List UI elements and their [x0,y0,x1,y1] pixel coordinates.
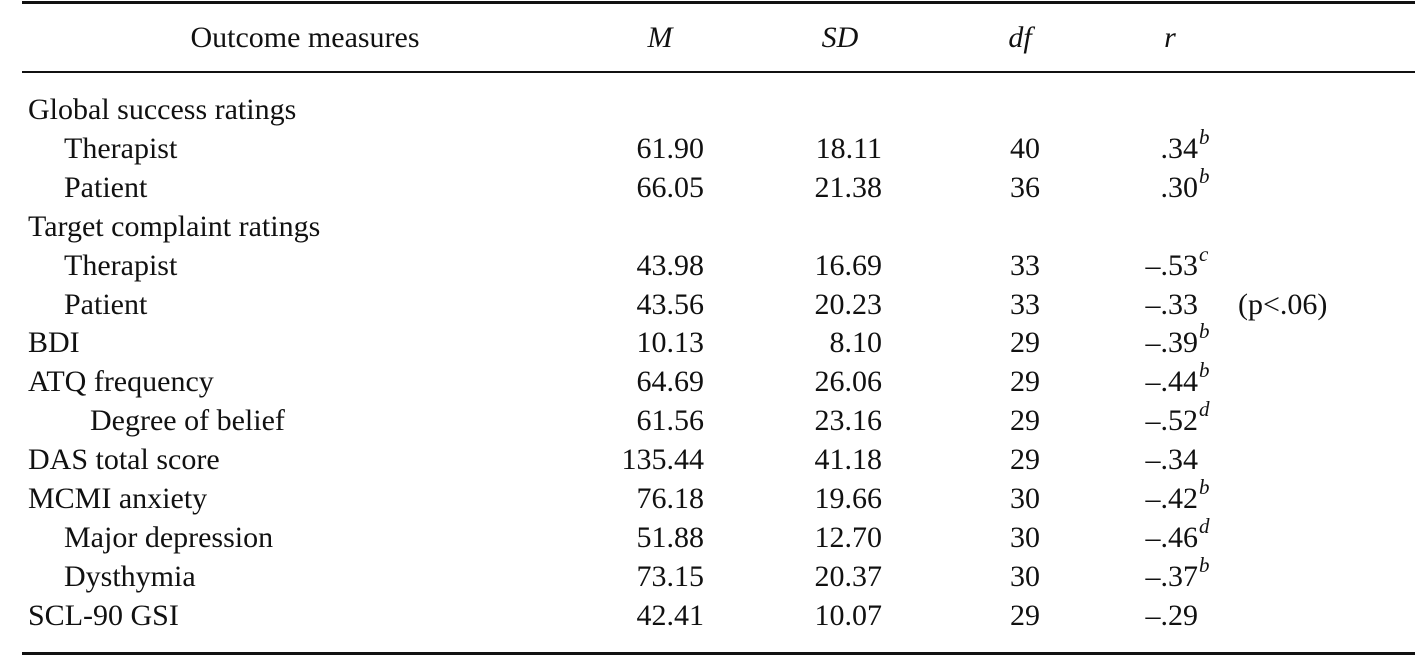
cell-r: –.52 [1145,404,1199,438]
cell-df: 33 [1010,248,1040,282]
cell-sd: 10.07 [814,598,883,632]
cell-m: 51.88 [636,520,705,554]
cell-sd: 21.38 [814,170,883,204]
cell-r: –.37 [1145,559,1199,593]
row-label: MCMI anxiety [28,482,208,515]
row-label: Patient [64,287,148,321]
cell-df: 29 [1010,365,1040,399]
cell-r-superscript: b [1199,124,1210,149]
cell-df: 29 [1010,598,1040,632]
cell-sd: 23.16 [814,404,883,438]
cell-r: –.53 [1145,248,1199,282]
cell-r: –.33 [1145,287,1199,321]
cell-m: 61.56 [636,404,705,438]
cell-sd: 26.06 [814,365,883,399]
cell-sd: 41.18 [814,443,883,477]
cell-r-superscript: b [1199,475,1210,499]
cell-r: –.42 [1145,482,1199,515]
row-label: SCL-90 GSI [28,598,179,632]
cell-df: 29 [1010,443,1040,477]
row-label: Therapist [64,131,178,165]
row-label: Dysthymia [64,559,196,593]
cell-m: 135.44 [621,443,705,477]
cell-df: 30 [1010,559,1040,593]
cell-m: 76.18 [636,482,705,515]
cell-r: –.29 [1145,598,1199,632]
cell-r: –.44 [1145,365,1199,399]
cell-r-superscript: b [1199,552,1210,577]
cell-r: .34 [1160,131,1199,165]
row-label: Target complaint ratings [28,209,321,243]
header-rule [22,71,1415,73]
cell-note: (p<.06) [1238,287,1328,321]
cell-sd: 19.66 [814,482,883,515]
row-label: Patient [64,170,148,204]
column-header: r [1164,21,1176,54]
row-label: ATQ frequency [28,365,214,399]
cell-m: 61.90 [636,131,705,165]
column-header: df [1008,21,1032,54]
cell-sd: 20.23 [814,287,883,321]
bottom-rule [22,652,1415,655]
cell-m: 42.41 [636,598,705,632]
cell-sd: 18.11 [815,131,882,165]
row-label: Global success ratings [28,93,297,126]
row-label: BDI [28,326,80,360]
cell-r-superscript: b [1199,163,1210,188]
cell-m: 43.98 [636,248,705,282]
cell-sd: 20.37 [814,559,883,593]
row-label: Major depression [64,520,274,554]
cell-df: 29 [1010,326,1040,360]
cell-df: 33 [1010,287,1040,321]
cell-r: –.46 [1145,520,1199,554]
cell-r-superscript: d [1199,397,1210,422]
cell-r: –.39 [1145,326,1199,360]
cell-r: –.34 [1145,443,1199,477]
cell-m: 64.69 [636,365,705,399]
cell-sd: 8.10 [829,326,883,360]
cell-m: 43.56 [636,287,705,321]
cell-df: 40 [1010,131,1040,165]
row-label: DAS total score [28,443,220,477]
row-label: Degree of belief [90,404,285,438]
cell-sd: 16.69 [814,248,883,282]
cell-r-superscript: b [1199,358,1210,383]
cell-r-superscript: b [1199,319,1210,344]
column-header: M [647,21,673,54]
column-header: Outcome measures [190,21,420,54]
cell-sd: 12.70 [814,520,883,554]
cell-m: 73.15 [636,559,705,593]
cell-df: 30 [1010,482,1040,515]
column-header: SD [821,21,859,54]
cell-df: 30 [1010,520,1040,554]
cell-m: 10.13 [636,326,705,360]
row-label: Therapist [64,248,178,282]
top-rule [22,1,1415,4]
cell-r-superscript: d [1199,513,1210,538]
cell-df: 36 [1010,170,1040,204]
cell-df: 29 [1010,404,1040,438]
cell-m: 66.05 [636,170,705,204]
cell-r: .30 [1160,170,1199,204]
cell-r-superscript: c [1199,241,1209,266]
